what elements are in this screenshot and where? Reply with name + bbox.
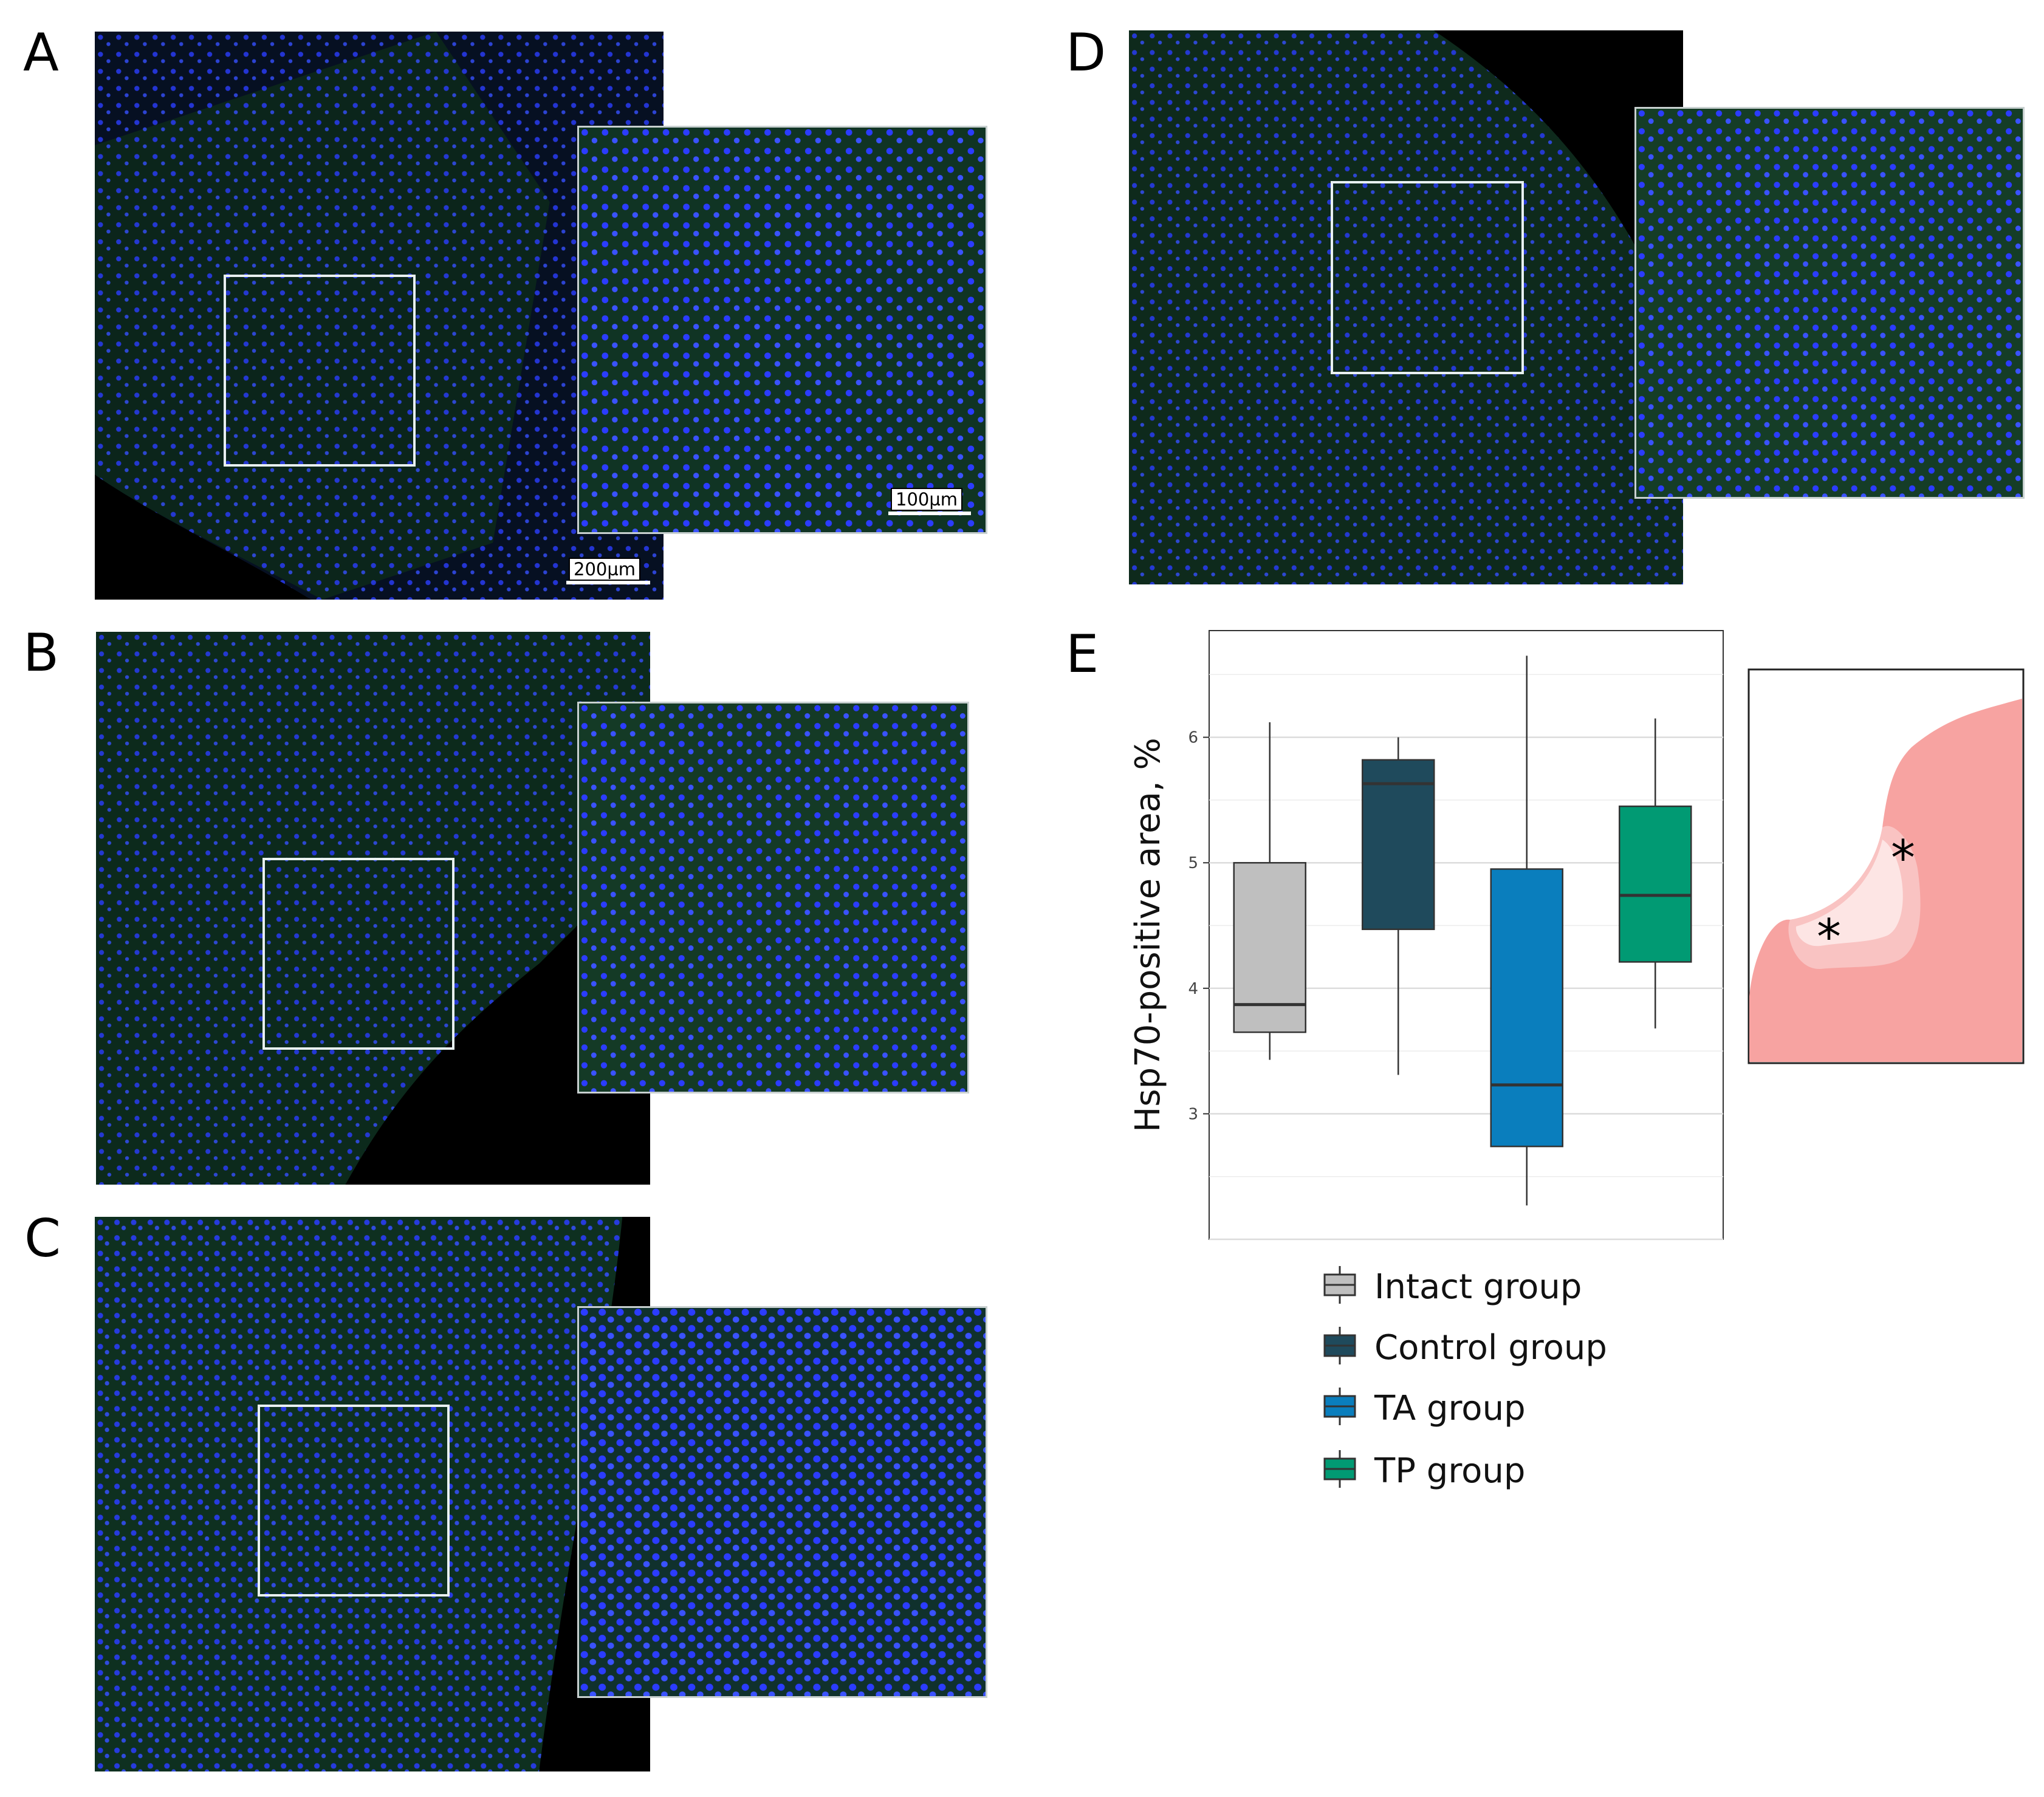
legend-swatch-ta bbox=[1323, 1388, 1356, 1425]
legend-item-intact: Intact group bbox=[1319, 1264, 1744, 1307]
inset-c bbox=[577, 1306, 987, 1698]
legend-item-control: Control group bbox=[1319, 1324, 1744, 1367]
inset-d bbox=[1634, 107, 2025, 499]
hsp70-box-plot: 3 4 5 6 Hsp70-positive area, % bbox=[1130, 630, 1724, 1241]
inset-a bbox=[577, 126, 987, 534]
scale-bar-inset-line-a bbox=[888, 512, 971, 515]
legend-swatch-tp bbox=[1323, 1450, 1356, 1488]
box-2 bbox=[1490, 868, 1563, 1148]
panel-label-b: B bbox=[23, 623, 59, 683]
panel-label-a: A bbox=[23, 22, 59, 83]
box-0 bbox=[1233, 861, 1306, 1033]
y-tick-label: 6 bbox=[1188, 729, 1198, 747]
roi-box-b bbox=[262, 858, 454, 1050]
panel-label-d: D bbox=[1066, 22, 1106, 83]
schematic-marker-upper: * bbox=[1891, 830, 1915, 886]
legend-item-tp: TP group bbox=[1319, 1448, 1744, 1491]
roi-box-a bbox=[224, 275, 416, 467]
roi-box-c bbox=[258, 1405, 450, 1597]
panel-label-c: C bbox=[24, 1208, 61, 1269]
inset-b bbox=[577, 702, 969, 1094]
micrograph-d bbox=[1129, 30, 1683, 584]
roi-box-d bbox=[1331, 181, 1524, 374]
scale-bar-main-line-a bbox=[566, 581, 650, 584]
schematic-lesion-zone-inner bbox=[1795, 840, 1903, 946]
legend-label-ta: TA group bbox=[1374, 1389, 1526, 1428]
scale-bar-main-a: 200µm bbox=[569, 558, 641, 581]
legend-swatch-intact bbox=[1323, 1266, 1356, 1304]
y-tick-label: 4 bbox=[1188, 980, 1198, 998]
panel-label-e: E bbox=[1066, 624, 1099, 685]
y-tick-label: 3 bbox=[1188, 1105, 1198, 1123]
legend-label-intact: Intact group bbox=[1374, 1267, 1582, 1307]
legend-swatch-control bbox=[1323, 1327, 1356, 1364]
brain-region-schematic: * * bbox=[1747, 668, 2025, 1064]
micrograph-c bbox=[95, 1217, 650, 1771]
box-3 bbox=[1619, 805, 1692, 963]
legend-label-tp: TP group bbox=[1374, 1451, 1526, 1491]
y-axis-label: Hsp70-positive area, % bbox=[1130, 738, 1168, 1132]
micrograph-a bbox=[95, 32, 664, 600]
micrograph-b bbox=[96, 632, 650, 1185]
box-1 bbox=[1362, 759, 1435, 930]
schematic-marker-lower: * bbox=[1817, 909, 1841, 965]
y-tick-label: 5 bbox=[1188, 854, 1198, 872]
legend-item-ta: TA group bbox=[1319, 1385, 1744, 1428]
scale-bar-inset-a: 100µm bbox=[891, 488, 963, 511]
legend-label-control: Control group bbox=[1374, 1328, 1607, 1367]
